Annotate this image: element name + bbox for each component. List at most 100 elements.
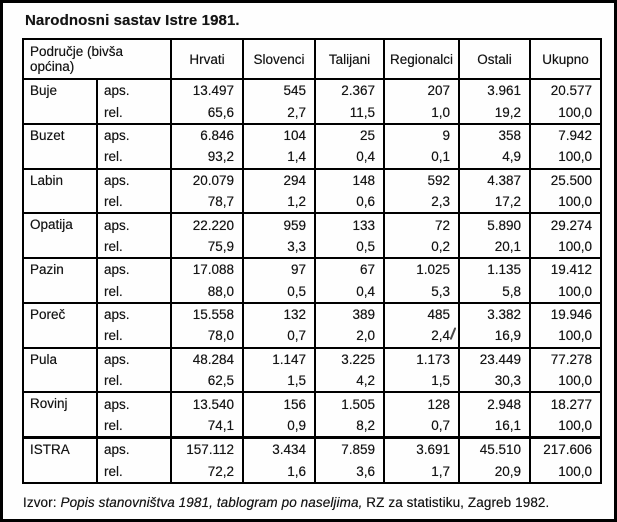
value-cell: 1,5 [242,370,316,393]
measure-label-cell: aps. [95,391,172,415]
source-note: Izvor: Popis stanovništva 1981, tablogra… [23,495,614,510]
column-header-ukupno: Ukupno [529,39,602,80]
value-cell: 17,2 [458,190,531,214]
value-cell: 100,0 [529,460,602,484]
value-cell: 0,7 [242,325,316,348]
column-header-ostali: Ostali [458,39,531,80]
measure-label-cell: rel. [95,146,172,169]
value-cell: 545 [242,79,316,102]
value-cell: 0,7 [383,414,460,438]
table-row-relative: rel. 93,2 1,4 0,4 0,1 4,9 100,0 [23,146,602,169]
value-cell: 3.434 [242,436,316,461]
value-cell: 5,8 [458,280,531,303]
value-cell: 1,4 [242,146,316,169]
value-cell: 78,0 [170,325,244,348]
value-cell: 592 [383,167,460,191]
value-cell: 25 [314,122,385,147]
value-cell: 3.225 [314,346,385,371]
table-row-absolute: Buje aps. 13.497 545 2.367 207 3.961 20.… [22,79,602,124]
value-cell: 67 [314,257,385,281]
value-cell: 7.859 [314,436,385,461]
value-cell: 30,3 [458,370,531,393]
value-cell: 1.505 [314,391,385,415]
value-cell: 19.412 [529,257,602,281]
value-cell: 3.961 [458,79,531,102]
measure-label-cell: rel. [95,280,172,303]
value-cell: 16,1 [458,414,531,438]
table-row-relative: rel. 78,7 1,2 0,6 2,3 17,2 100,0 [23,190,602,214]
table-row-relative: rel. 75,9 3,3 0,5 0,2 20,1 100,0 [23,235,602,259]
value-cell: 25.500 [529,167,602,191]
region-name-cell: Pazin [22,257,97,303]
value-cell: 2,3 [383,190,460,214]
value-cell: 17.088 [170,257,244,281]
value-cell: 0,1 [383,146,460,169]
value-cell: 3.691 [383,436,460,461]
table-row-absolute: Buzet aps. 6.846 104 25 9 358 7.942 [22,122,602,169]
measure-label-cell: aps. [95,122,172,147]
measure-label-cell: aps. [95,257,172,281]
measure-label-cell: aps. [95,346,172,371]
value-cell: 88,0 [170,280,244,303]
value-cell: 100,0 [529,146,602,169]
value-cell: 2,7 [242,101,316,124]
value-cell: 0,4 [314,146,385,169]
region-name-cell: Poreč [22,301,97,348]
value-cell: 19.946 [529,301,602,326]
measure-label-cell: rel. [95,325,172,348]
measure-label-cell: rel. [95,101,172,124]
value-cell: 6.846 [170,122,244,147]
measure-label-cell: rel. [95,460,172,484]
value-cell: 2.367 [314,79,385,102]
value-cell: 5,3 [383,280,460,303]
table-row-relative: rel. 72,2 1,6 3,6 1,7 20,9 100,0 [23,460,602,484]
table-row-absolute: Labin aps. 20.079 294 148 592 4.387 25.5… [22,167,602,214]
region-name-cell: Labin [22,167,97,214]
value-cell: 4,2 [314,370,385,393]
value-cell: 13.540 [170,391,244,415]
value-cell: 93,2 [170,146,244,169]
value-cell: 207 [383,79,460,102]
value-cell: 48.284 [170,346,244,371]
value-cell: 97 [242,257,316,281]
value-cell: 485 [383,301,460,326]
value-cell: 3,6 [314,460,385,484]
value-cell: 100,0 [529,370,602,393]
measure-label-cell: rel. [95,235,172,259]
value-cell: 133 [314,212,385,236]
measure-label-cell: aps. [95,212,172,236]
table-row-relative: rel. 62,5 1,5 4,2 1,5 30,3 100,0 [23,370,602,393]
column-header-area: Područje (bivša općina) [21,39,172,80]
table-row-absolute: Pazin aps. 17.088 97 67 1.025 1.135 19.4… [22,257,602,303]
measure-label-cell: aps. [95,79,172,102]
table-row-absolute: Pula aps. 48.284 1.147 3.225 1.173 23.44… [22,346,602,393]
value-cell: 1.147 [242,346,316,371]
table-row-relative: rel. 88,0 0,5 0,4 5,3 5,8 100,0 [23,280,602,303]
value-cell: 13.497 [170,79,244,102]
table-row-relative: rel. 65,6 2,7 11,5 1,0 19,2 100,0 [23,101,602,124]
value-cell: 1,6 [242,460,316,484]
column-header-hrvati: Hrvati [170,39,244,80]
value-cell: 1.025 [383,257,460,281]
value-cell: 65,6 [170,101,244,124]
value-cell: 1,7 [383,460,460,484]
value-cell: 75,9 [170,235,244,259]
value-cell: 156 [242,391,316,415]
value-cell: 78,7 [170,190,244,214]
value-cell: 4,9 [458,146,531,169]
source-prefix: Izvor: [23,495,61,511]
header-row: Područje (bivša općina) Hrvati Slovenci … [21,39,602,80]
region-name-cell: Opatija [22,212,97,259]
value-cell: 20,9 [458,460,531,484]
value-cell: 148 [314,167,385,191]
value-cell: 1,2 [242,190,316,214]
value-cell: 77.278 [529,346,602,371]
value-cell: 2,4 [383,325,460,348]
region-name-cell: Rovinj [22,391,97,438]
value-cell: 1.173 [383,346,460,371]
column-header-regionalci: Regionalci [383,39,460,80]
value-cell: 100,0 [529,325,602,348]
source-rest: RZ za statistiku, Zagreb 1982. [362,495,550,511]
measure-label-cell: aps. [95,436,172,461]
